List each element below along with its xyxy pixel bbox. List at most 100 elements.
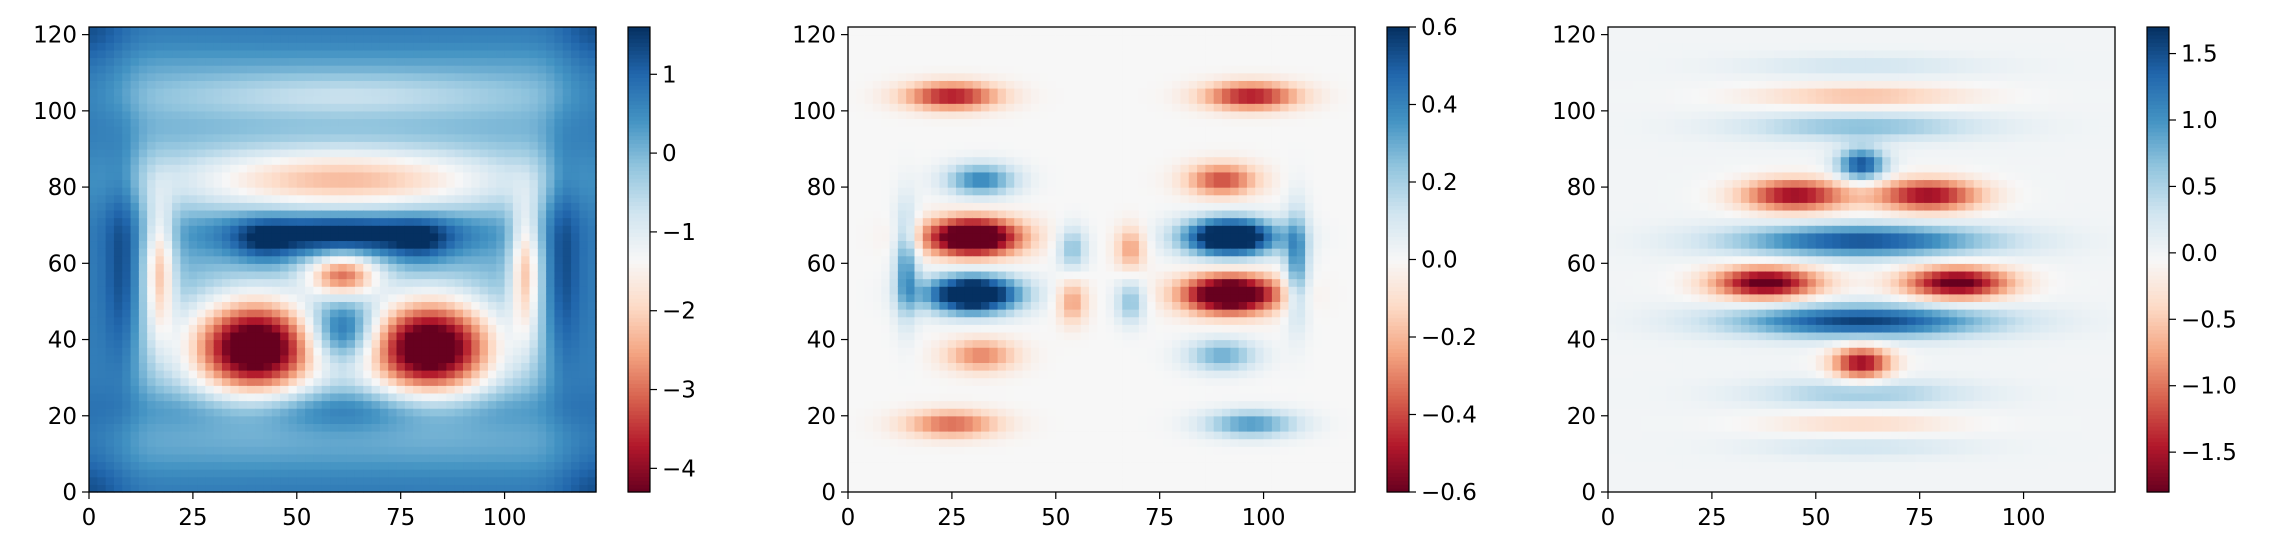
heatmap-cell	[537, 362, 547, 371]
heatmap-cell	[471, 362, 481, 371]
heatmap-cell	[479, 187, 489, 196]
heatmap-cell	[379, 469, 389, 478]
heatmap-cell	[471, 446, 481, 455]
heatmap-cell	[537, 293, 547, 303]
heatmap-cell	[89, 194, 98, 203]
heatmap-cell	[546, 156, 556, 165]
heatmap-cell	[504, 392, 514, 402]
heatmap-cell	[388, 118, 398, 127]
heatmap-cell	[421, 232, 431, 242]
heatmap-cell	[371, 347, 381, 356]
heatmap-cell	[246, 270, 256, 280]
heatmap-cell	[429, 331, 439, 341]
heatmap-cell	[172, 187, 182, 196]
heatmap-cell	[346, 301, 356, 310]
heatmap-cell	[388, 415, 398, 424]
heatmap-cell	[221, 370, 231, 379]
heatmap-cell	[313, 95, 323, 104]
heatmap-cell	[848, 126, 857, 135]
heatmap-cell	[221, 65, 231, 74]
heatmap-cell	[280, 423, 290, 432]
heatmap-cell	[413, 431, 423, 440]
heatmap-cell	[571, 484, 580, 493]
heatmap-cell	[571, 171, 580, 181]
heatmap-cell	[922, 362, 932, 371]
heatmap-cell	[914, 461, 924, 470]
heatmap-cell	[856, 34, 866, 43]
heatmap-cell	[113, 385, 123, 394]
heatmap-cell	[521, 72, 531, 81]
heatmap-cell	[521, 270, 531, 280]
heatmap-cell	[579, 408, 589, 417]
heatmap-cell	[864, 301, 874, 310]
heatmap-cell	[438, 187, 447, 196]
heatmap-cell	[263, 370, 273, 379]
heatmap-cell	[188, 278, 198, 287]
heatmap-cell	[897, 49, 907, 59]
heatmap-cell	[180, 431, 190, 440]
heatmap-cell	[255, 248, 265, 257]
heatmap-cell	[246, 42, 256, 51]
heatmap-cell	[463, 400, 472, 409]
heatmap-cell	[263, 133, 273, 142]
heatmap-cell	[197, 476, 206, 485]
heatmap-cell	[496, 301, 506, 310]
heatmap-cell	[463, 72, 472, 81]
heatmap-cell	[354, 461, 364, 470]
heatmap-cell	[147, 179, 157, 188]
heatmap-cell	[504, 408, 514, 417]
heatmap-cell	[972, 347, 982, 356]
heatmap-cell	[330, 156, 339, 165]
heatmap-cell	[213, 377, 223, 386]
heatmap-cell	[271, 453, 281, 463]
heatmap-cell	[188, 255, 198, 264]
heatmap-cell	[872, 126, 882, 135]
heatmap-cell	[438, 316, 447, 325]
heatmap-cell	[105, 217, 115, 226]
heatmap-cell	[147, 331, 157, 341]
heatmap-cell	[305, 331, 315, 341]
colorbar-segment	[628, 317, 650, 323]
heatmap-cell	[404, 209, 414, 219]
heatmap-cell	[914, 293, 924, 303]
heatmap-cell	[313, 293, 323, 303]
heatmap-cell	[246, 248, 256, 257]
heatmap-cell	[188, 202, 198, 211]
heatmap-cell	[931, 370, 941, 379]
heatmap-cell	[479, 270, 489, 280]
heatmap-cell	[872, 171, 882, 181]
heatmap-cell	[396, 80, 406, 89]
heatmap-cell	[404, 461, 414, 470]
colorbar-segment	[628, 375, 650, 381]
heatmap-cell	[155, 164, 165, 173]
heatmap-cell	[897, 347, 907, 356]
heatmap-cell	[172, 446, 182, 455]
heatmap-cell	[947, 240, 957, 249]
heatmap-cell	[188, 400, 198, 409]
heatmap-cell	[113, 72, 123, 81]
heatmap-cell	[956, 232, 965, 242]
heatmap-cell	[487, 362, 497, 371]
heatmap-cell	[330, 65, 339, 74]
heatmap-cell	[130, 103, 140, 112]
heatmap-cell	[964, 415, 974, 424]
heatmap-cell	[205, 27, 215, 36]
colorbar-segment	[628, 92, 650, 98]
heatmap-cell	[471, 80, 481, 89]
heatmap-cell	[914, 446, 924, 455]
heatmap-cell	[562, 385, 572, 394]
heatmap-cell	[848, 347, 857, 356]
heatmap-cell	[105, 309, 115, 318]
heatmap-cell	[413, 72, 423, 81]
heatmap-cell	[546, 423, 556, 432]
heatmap-cell	[504, 469, 514, 478]
heatmap-cell	[889, 156, 899, 165]
heatmap-cell	[471, 301, 481, 310]
heatmap-cell	[89, 408, 98, 417]
heatmap-cell	[105, 370, 115, 379]
heatmap-cell	[313, 118, 323, 127]
heatmap-cell	[964, 103, 974, 112]
heatmap-cell	[587, 461, 597, 470]
heatmap-cell	[205, 469, 215, 478]
heatmap-cell	[914, 65, 924, 74]
